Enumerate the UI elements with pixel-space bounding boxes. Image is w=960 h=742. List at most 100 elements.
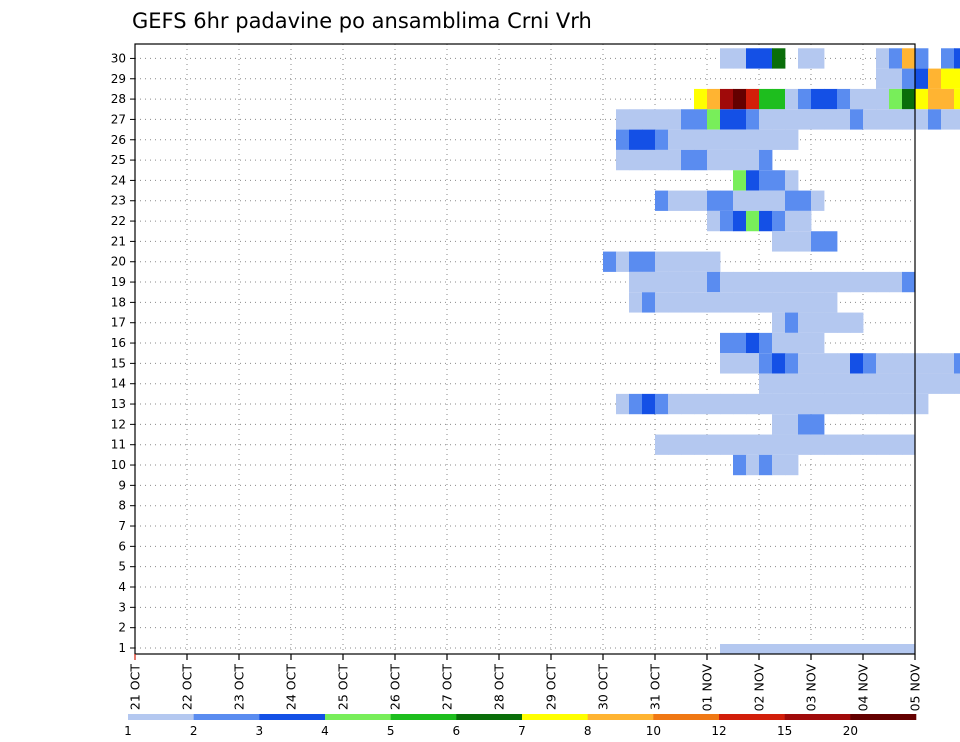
precip-cell <box>733 454 747 476</box>
precip-cell <box>785 170 799 191</box>
y-tick-label: 21 <box>111 234 126 248</box>
precip-cell <box>902 271 916 293</box>
precip-cell <box>837 644 851 654</box>
precip-cell <box>798 231 812 252</box>
precip-cell <box>759 373 773 394</box>
precip-cell <box>759 88 773 110</box>
precip-cell <box>707 109 721 130</box>
precip-cell <box>772 231 786 252</box>
precip-cell <box>694 271 708 293</box>
precip-cell <box>915 68 929 89</box>
legend-swatch <box>587 714 654 720</box>
precip-cell <box>811 231 825 252</box>
precip-cell <box>824 292 838 313</box>
precip-cell <box>668 149 682 171</box>
precip-cell <box>889 353 903 374</box>
precip-cell <box>642 251 656 272</box>
legend-label: 5 <box>387 724 395 738</box>
precip-cell <box>616 251 630 272</box>
precip-cell <box>681 251 695 272</box>
precip-cell <box>863 434 877 455</box>
precip-cell <box>694 88 708 110</box>
precip-cell <box>772 190 786 211</box>
precip-cell <box>668 434 682 455</box>
precip-cell <box>954 109 960 130</box>
precip-cell <box>759 434 773 455</box>
precip-cell <box>824 644 838 654</box>
precip-cell <box>720 109 734 130</box>
precip-cell <box>837 353 851 374</box>
precip-cell <box>941 68 955 89</box>
precip-cell <box>785 434 799 455</box>
precip-cell <box>837 393 851 415</box>
precip-cell <box>746 109 760 130</box>
precip-cell <box>759 129 773 150</box>
precip-cell <box>863 353 877 374</box>
precip-cell <box>915 48 929 69</box>
precip-cell <box>629 292 643 313</box>
precip-cell <box>785 644 799 654</box>
precip-cell <box>850 109 864 130</box>
precip-cell <box>863 373 877 394</box>
precip-cell <box>928 68 942 89</box>
precip-cell <box>746 332 760 354</box>
x-tick-label: 28 OCT <box>492 664 507 710</box>
precip-cell <box>915 353 929 374</box>
precip-cell <box>772 48 786 69</box>
precip-cell <box>811 332 825 354</box>
precip-cell <box>733 190 747 211</box>
precip-cell <box>941 353 955 374</box>
precip-cell <box>733 88 747 110</box>
precip-cell <box>746 353 760 374</box>
x-tick-label: 29 OCT <box>544 664 559 710</box>
precip-cell <box>668 109 682 130</box>
precip-cell <box>759 353 773 374</box>
precip-cell <box>733 353 747 374</box>
y-tick-label: 30 <box>111 51 126 65</box>
precip-cell <box>785 190 799 211</box>
y-tick-label: 17 <box>111 316 126 330</box>
precip-cell <box>629 271 643 293</box>
precip-cell <box>772 644 786 654</box>
y-tick-label: 8 <box>118 499 126 513</box>
precip-cell <box>850 393 864 415</box>
precip-cell <box>759 644 773 654</box>
precip-cell <box>850 434 864 455</box>
precip-cell <box>720 292 734 313</box>
precip-cell <box>772 312 786 333</box>
precip-cell <box>811 109 825 130</box>
legend-swatch <box>719 714 785 720</box>
precip-cell <box>616 393 630 415</box>
legend-swatch <box>325 714 391 720</box>
precip-cell <box>629 251 643 272</box>
precip-cell <box>811 644 825 654</box>
axes: 1234567891011121314151617181920212223242… <box>111 43 923 712</box>
precip-cell <box>694 149 708 171</box>
precip-cell <box>863 644 877 654</box>
precip-cell <box>772 454 786 476</box>
precip-cell <box>850 373 864 394</box>
precip-cell <box>954 48 960 69</box>
legend-label: 7 <box>518 724 526 738</box>
precip-cell <box>785 88 799 110</box>
precip-cell <box>837 373 851 394</box>
y-tick-label: 7 <box>118 519 126 533</box>
y-tick-label: 9 <box>118 478 126 492</box>
y-tick-label: 27 <box>111 112 126 126</box>
precip-cell <box>798 644 812 654</box>
precip-cell <box>707 190 721 211</box>
precip-cell <box>811 353 825 374</box>
x-tick-label: 02 NOV <box>752 664 767 712</box>
precip-cell <box>629 149 643 171</box>
x-tick-label: 01 NOV <box>700 664 715 712</box>
precip-cell <box>941 109 955 130</box>
precip-cell <box>798 210 812 232</box>
precip-cell <box>837 312 851 333</box>
y-tick-label: 3 <box>118 600 126 614</box>
precip-cell <box>720 271 734 293</box>
precip-cell <box>824 231 838 252</box>
legend-label: 12 <box>711 724 726 738</box>
precip-cell <box>616 129 630 150</box>
precip-cell <box>655 271 669 293</box>
precip-cell <box>850 312 864 333</box>
